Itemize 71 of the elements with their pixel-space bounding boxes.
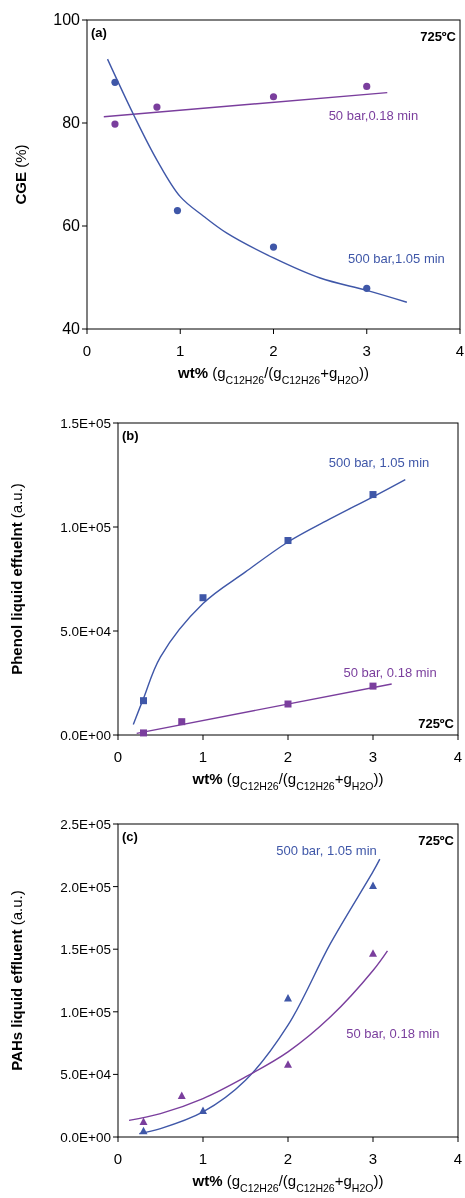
point	[111, 120, 119, 128]
x-tick-label: 3	[368, 1150, 378, 1167]
point	[269, 243, 278, 251]
point	[369, 682, 377, 690]
x-tick-label: 2	[283, 1150, 293, 1167]
point	[284, 1060, 292, 1068]
y-tick-label: 80	[62, 114, 81, 131]
point	[140, 729, 147, 737]
series-label: 500 bar, 1.05 min	[276, 843, 377, 859]
point	[284, 537, 292, 545]
y-tick-label: 1.0E+05	[60, 520, 111, 535]
series-label: 50 bar,0.18 min	[328, 107, 419, 123]
line-series	[128, 950, 389, 1122]
x-tick-label: 1	[198, 1150, 208, 1167]
y-axis-title: Phenol liquid effuelnt (a.u.)	[8, 483, 25, 675]
point	[284, 994, 292, 1002]
series-label: 50 bar, 0.18 min	[346, 1025, 440, 1041]
x-tick-label: 4	[453, 1150, 463, 1167]
point	[199, 1106, 207, 1114]
y-tick-label: 0.0E+00	[60, 1130, 111, 1145]
point	[199, 594, 207, 602]
x-axis-title: wt% (g$_{C12H26}$/(g$_{C12H26}$+g$_{H2O}$))	[191, 1172, 384, 1194]
y-tick-label: 2.5E+05	[60, 817, 111, 832]
x-tick-label: 3	[362, 342, 371, 359]
annotation: 725ºC	[418, 833, 455, 848]
annotation: (b)	[122, 428, 139, 443]
point	[363, 284, 371, 292]
x-tick-label: 1	[176, 342, 185, 359]
x-tick-label: 2	[269, 342, 278, 359]
point	[177, 1091, 186, 1099]
annotation: 725ºC	[420, 29, 457, 44]
point	[369, 491, 377, 499]
y-tick-label: 5.0E+04	[60, 1067, 112, 1083]
series-label: 50 bar, 0.18 min	[343, 665, 437, 681]
x-axis-title: wt% (g$_{C12H26}$/(g$_{C12H26}$+g$_{H2O}$))	[191, 770, 384, 792]
point	[363, 82, 371, 91]
point	[369, 881, 377, 890]
point	[173, 206, 182, 215]
point	[153, 103, 161, 111]
point	[139, 1117, 148, 1125]
x-tick-label: 0	[82, 342, 92, 359]
point	[178, 718, 186, 726]
point	[111, 78, 119, 86]
y-tick-label: 0.0E+00	[60, 728, 111, 743]
y-tick-label: 40	[62, 320, 81, 337]
x-tick-label: 2	[283, 748, 293, 765]
series-label: 500 bar, 1.05 min	[328, 454, 430, 470]
y-axis-title: CGE (%)	[12, 144, 29, 205]
y-tick-label: 2.0E+05	[60, 879, 111, 895]
point	[140, 697, 147, 705]
annotation: 725ºC	[418, 716, 455, 731]
x-axis-title: wt% (g$_{C12H26}$/(g$_{C12H26}$+g$_{H2O}$))	[177, 364, 369, 386]
x-tick-label: 1	[198, 748, 208, 765]
y-tick-label: 1.0E+05	[60, 1004, 111, 1020]
y-tick-label: 100	[53, 11, 81, 28]
point	[284, 700, 292, 708]
x-tick-label: 0	[113, 748, 123, 765]
point	[369, 949, 377, 957]
y-tick-label: 5.0E+04	[60, 624, 112, 639]
y-tick-label: 1.5E+05	[60, 942, 111, 958]
y-tick-label: 60	[62, 217, 81, 234]
x-tick-label: 4	[453, 748, 463, 765]
annotation: (a)	[91, 25, 107, 40]
x-tick-label: 0	[113, 1150, 123, 1167]
series-label: 500 bar,1.05 min	[347, 251, 445, 267]
point	[269, 93, 278, 101]
y-tick-label: 1.5E+05	[60, 416, 111, 431]
x-tick-label: 4	[455, 342, 465, 359]
y-axis-title: PAHs liquid effluent (a.u.)	[8, 890, 25, 1071]
x-tick-label: 3	[368, 748, 378, 765]
annotation: (c)	[122, 829, 138, 844]
